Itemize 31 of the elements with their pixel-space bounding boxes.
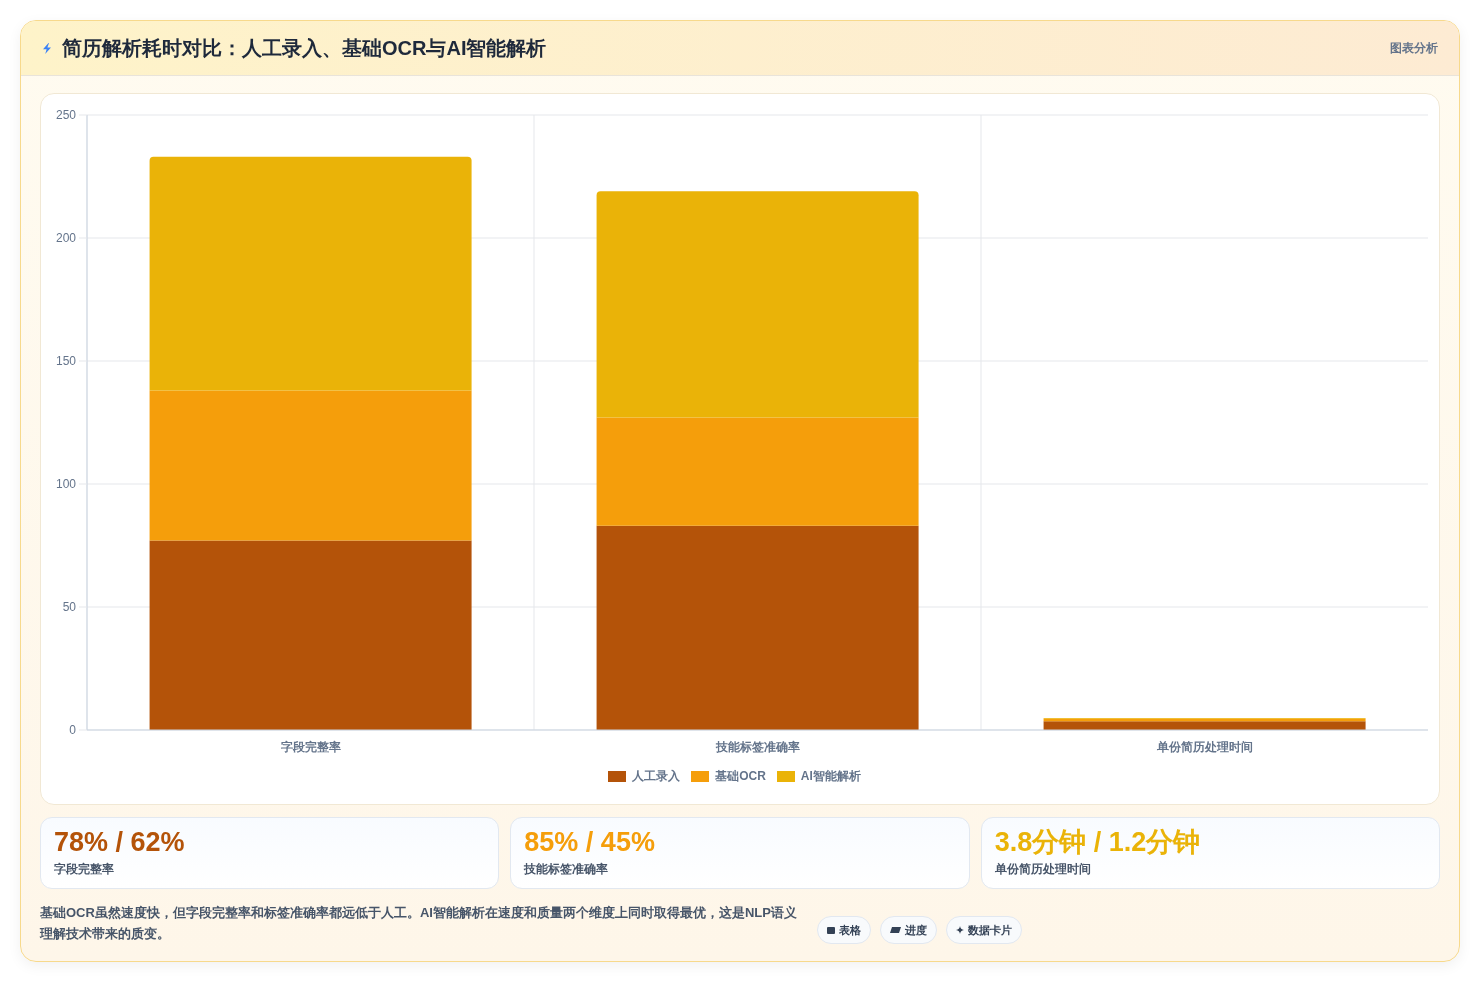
bar [596, 191, 919, 418]
category-label: 字段完整率 [54, 862, 114, 876]
y-tick-label: 150 [55, 354, 77, 369]
bar [149, 156, 472, 391]
text: 数据卡片 [968, 922, 1012, 938]
legend-label: 基础OCR [715, 767, 766, 785]
text: 基础OCR虽然速度快，但字段完整率和标签准确率都远低于人工。AI智能解析在速度和质量两个维度上同时取得最优，这是NLP语义理解技术带来的质变。 [40, 905, 797, 941]
y-tick-label: 0 [69, 723, 77, 738]
text: 78% / 62% [54, 827, 185, 857]
category-label: 单份简历处理时间 [994, 862, 1091, 876]
bar [596, 525, 919, 730]
legend-label: AI智能解析 [800, 767, 861, 785]
x-tick-label: 单份简历处理时间 [1155, 739, 1253, 754]
category-label: 技能标签准确率 [524, 862, 609, 876]
bar [596, 417, 919, 526]
bar [149, 540, 472, 730]
y-tick-label: 50 [62, 600, 77, 615]
y-tick-label: 100 [55, 477, 77, 492]
bar [1043, 721, 1366, 730]
legend-label: 人工录入 [632, 767, 681, 785]
text: 进度 [905, 922, 927, 938]
text: 表格 [839, 922, 861, 938]
bar [149, 390, 472, 541]
chart-title: 简历解析耗时对比：人工录入、基础OCR与AI智能解析 [62, 35, 547, 61]
y-tick-label: 250 [55, 108, 77, 123]
x-tick-label: 技能标签准确率 [714, 739, 800, 754]
text: 3.8分钟 / 1.2分钟 [994, 827, 1201, 857]
text: 图表分析 [1390, 39, 1438, 57]
x-tick-label: 字段完整率 [280, 739, 341, 754]
text: 85% / 45% [524, 827, 655, 857]
y-tick-label: 200 [55, 231, 77, 246]
